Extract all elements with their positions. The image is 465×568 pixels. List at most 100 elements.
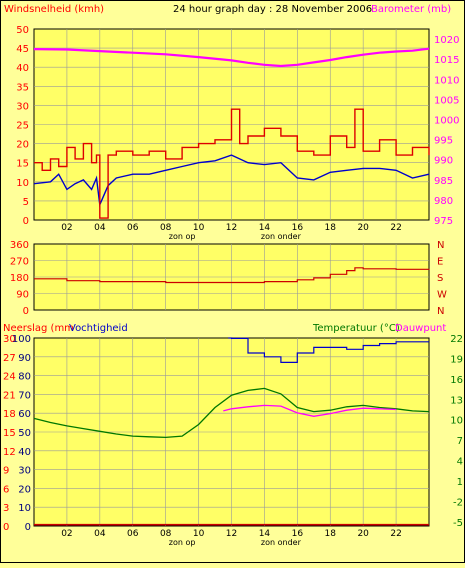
temperature-axis-tick: 7 [457, 436, 463, 447]
direction-axis-tick: 90 [16, 290, 29, 301]
humidity-axis-tick: 20 [18, 484, 31, 495]
wind-axis-tick: 0 [23, 216, 29, 227]
barometer-axis-tick: 985 [434, 176, 453, 187]
temperature-axis-tick: 22 [450, 334, 463, 345]
sun-annotation-label: zon onder [261, 232, 302, 241]
temperature-axis-tick: 1 [457, 477, 463, 488]
humidity-axis-title: Vochtigheid [69, 323, 128, 334]
humidity-axis-tick: 70 [18, 390, 31, 401]
humidity-axis-tick: 60 [18, 409, 31, 420]
temperature-axis-tick: 10 [450, 416, 463, 427]
temperature-line [33, 387, 430, 439]
barometer-axis-tick: 980 [434, 196, 453, 207]
rain-axis-tick: 24 [3, 372, 16, 383]
rain-axis-tick: 21 [3, 390, 16, 401]
humidity-axis-tick: 90 [18, 353, 31, 364]
humidity-axis-tick: 40 [18, 447, 31, 458]
x-tick-label: 16 [292, 223, 304, 233]
barometer-axis-tick: 990 [434, 156, 453, 167]
temperature-axis-tick: -5 [453, 518, 463, 529]
x-tick-label: 04 [94, 529, 106, 539]
x-tick-label: 18 [325, 223, 337, 233]
x-tick-label: 20 [357, 223, 369, 233]
temperature-axis-tick: 4 [457, 457, 463, 468]
humidity-axis-tick: 10 [18, 503, 31, 514]
x-tick-label: 10 [193, 223, 205, 233]
rain-axis-tick: 9 [3, 466, 9, 477]
x-tick-label: 06 [127, 223, 139, 233]
barometer-axis-tick: 975 [434, 216, 453, 227]
direction-axis-tick: 0 [23, 306, 29, 317]
x-tick-label: 02 [61, 529, 72, 539]
humidity-axis-tick: 30 [18, 466, 31, 477]
rain-axis-tick: 12 [3, 447, 16, 458]
compass-axis-tick: N [437, 240, 444, 251]
barometer-axis-tick: 995 [434, 136, 453, 147]
direction-axis-tick: 270 [10, 257, 29, 268]
compass-axis-tick: N [437, 306, 444, 317]
barometer-axis-tick: 1000 [434, 115, 459, 126]
humidity-axis-tick: 80 [18, 372, 31, 383]
x-tick-label: 06 [127, 529, 139, 539]
sun-annotation-label: zon op [169, 538, 196, 547]
x-tick-label: 08 [160, 223, 172, 233]
rain-axis-tick: 0 [3, 522, 9, 533]
x-tick-label: 12 [226, 223, 237, 233]
x-tick-label: 18 [325, 529, 337, 539]
x-tick-label: 22 [390, 529, 401, 539]
temperature-axis-title: Temperatuur (°C) [312, 323, 400, 334]
rain-axis-tick: 3 [3, 503, 9, 514]
humidity-axis-tick: 50 [18, 428, 31, 439]
wind-axis-tick: 30 [16, 101, 29, 112]
wind-axis-tick: 50 [16, 25, 29, 36]
barometer-axis-title: Barometer (mb) [371, 4, 451, 15]
rain-axis-tick: 30 [3, 334, 16, 345]
compass-axis-tick: W [437, 290, 447, 301]
temperature-axis-tick: 16 [450, 375, 463, 386]
humidity-line [228, 337, 429, 363]
wind-axis-tick: 40 [16, 63, 29, 74]
wind-axis-tick: 5 [23, 197, 29, 208]
rain-axis-tick: 6 [3, 484, 9, 495]
wind-axis-tick: 20 [16, 140, 29, 151]
rain-axis-tick: 27 [3, 353, 16, 364]
x-tick-label: 08 [160, 529, 172, 539]
wind-direction-line [34, 267, 430, 284]
barometer-line [33, 47, 430, 68]
x-tick-label: 14 [259, 529, 271, 539]
rain-axis-tick: 18 [3, 409, 16, 420]
wind-axis-tick: 45 [16, 44, 29, 55]
humidity-axis-tick: 0 [25, 522, 31, 533]
wind-average-line [33, 154, 430, 208]
dewpoint-axis-title: Dauwpunt [395, 323, 446, 334]
temperature-axis-tick: 19 [450, 354, 463, 365]
rain-axis-tick: 15 [3, 428, 16, 439]
barometer-axis-tick: 1010 [434, 75, 459, 86]
wind-axis-tick: 15 [16, 159, 29, 170]
temperature-axis-tick: 13 [450, 395, 463, 406]
rain-axis-title: Neerslag (mm [3, 323, 74, 334]
x-tick-label: 16 [292, 529, 304, 539]
chart-title: 24 hour graph day : 28 November 2006 [173, 4, 372, 15]
sun-annotation-label: zon op [169, 232, 196, 241]
x-tick-label: 10 [193, 529, 205, 539]
direction-axis-tick: 180 [10, 273, 29, 284]
x-tick-label: 12 [226, 529, 237, 539]
wind-axis-tick: 25 [16, 121, 29, 132]
barometer-axis-tick: 1005 [434, 95, 459, 106]
x-tick-label: 22 [390, 223, 401, 233]
barometer-axis-tick: 1020 [434, 35, 459, 46]
wind-axis-tick: 10 [16, 178, 29, 189]
humidity-axis-tick: 100 [12, 334, 31, 345]
barometer-axis-tick: 1015 [434, 55, 459, 66]
wind-axis-tick: 35 [16, 82, 29, 93]
x-tick-label: 20 [357, 529, 369, 539]
wind-axis-title: Windsnelheid (kmh) [4, 4, 104, 15]
x-tick-label: 02 [61, 223, 72, 233]
compass-axis-tick: E [437, 257, 443, 268]
sun-annotation-label: zon onder [261, 538, 302, 547]
wind-gust-line [34, 108, 430, 219]
x-tick-label: 04 [94, 223, 106, 233]
